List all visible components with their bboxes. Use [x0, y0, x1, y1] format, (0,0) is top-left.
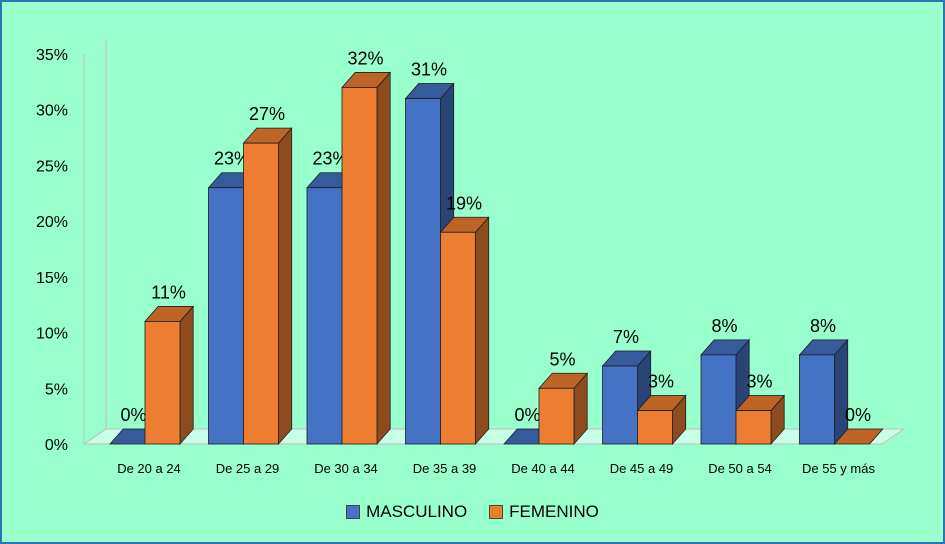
- legend-label-femenino: FEMENINO: [509, 502, 599, 521]
- bar-top-femenino: [833, 428, 884, 445]
- bar-masculino: [700, 354, 737, 445]
- y-tick-label: 25%: [36, 158, 68, 175]
- data-label-femenino: 19%: [446, 193, 482, 213]
- data-label-masculino: 23%: [312, 149, 348, 169]
- bar-side-femenino: [475, 216, 490, 446]
- data-label-masculino: 31%: [411, 60, 447, 80]
- legend-item-femenino: FEMENINO: [489, 502, 599, 522]
- legend-swatch-femenino: [489, 505, 504, 519]
- legend-swatch-masculino: [346, 505, 361, 519]
- floor-edge: [83, 428, 107, 445]
- y-tick-label: 15%: [36, 270, 68, 287]
- y-tick-label: 35%: [36, 47, 68, 64]
- y-tick-label: 10%: [36, 326, 68, 343]
- x-tick-label: De 20 a 24: [117, 461, 181, 476]
- bar-masculino: [208, 187, 244, 445]
- chart-legend: MASCULINO FEMENINO: [2, 502, 943, 522]
- legend-item-masculino: MASCULINO: [346, 502, 467, 522]
- bar-masculino: [602, 365, 638, 445]
- x-tick-label: De 45 a 49: [610, 461, 674, 476]
- y-tick-label: 20%: [36, 214, 68, 231]
- bar-femenino: [735, 410, 772, 445]
- bar-femenino: [243, 142, 279, 445]
- bar-side-femenino: [278, 127, 293, 446]
- bar-femenino: [440, 231, 476, 445]
- data-label-femenino: 5%: [549, 349, 575, 369]
- x-tick-label: De 40 a 44: [511, 461, 575, 476]
- y-tick-label: 0%: [45, 437, 68, 454]
- bar-femenino: [341, 87, 378, 445]
- data-label-femenino: 0%: [845, 405, 871, 425]
- x-tick-label: De 35 a 39: [413, 461, 477, 476]
- data-label-masculino: 23%: [214, 149, 250, 169]
- data-label-masculino: 7%: [613, 327, 639, 347]
- x-tick-label: De 25 a 29: [216, 461, 280, 476]
- data-label-masculino: 0%: [120, 405, 146, 425]
- data-label-femenino: 3%: [648, 372, 674, 392]
- data-label-femenino: 11%: [151, 282, 186, 302]
- bar-side-femenino: [179, 305, 194, 446]
- x-tick-label: De 30 a 34: [314, 461, 378, 476]
- y-tick-label: 30%: [36, 103, 68, 120]
- bar-femenino: [144, 321, 181, 445]
- legend-label-masculino: MASCULINO: [366, 502, 468, 521]
- y-tick-label: 5%: [45, 381, 68, 398]
- data-label-masculino: 0%: [514, 405, 540, 425]
- data-label-femenino: 27%: [249, 104, 285, 124]
- bar-femenino: [637, 410, 673, 445]
- data-label-femenino: 32%: [347, 48, 383, 68]
- data-label-masculino: 8%: [711, 316, 737, 336]
- x-tick-label: De 55 y más: [802, 461, 875, 476]
- bar-masculino: [306, 187, 343, 445]
- bar-masculino: [799, 354, 835, 445]
- chart-plot: 0% 5% 10% 15% 20% 25% 30% 35% 0% 11% De 20 a 24 23%…: [36, 39, 906, 476]
- bar-side-femenino: [376, 71, 391, 446]
- data-label-femenino: 3%: [746, 372, 772, 392]
- bar-femenino: [538, 387, 575, 445]
- data-label-masculino: 8%: [810, 316, 836, 336]
- bar-masculino: [405, 98, 441, 445]
- x-tick-label: De 50 a 54: [708, 461, 772, 476]
- bar-side-masculino: [834, 338, 849, 446]
